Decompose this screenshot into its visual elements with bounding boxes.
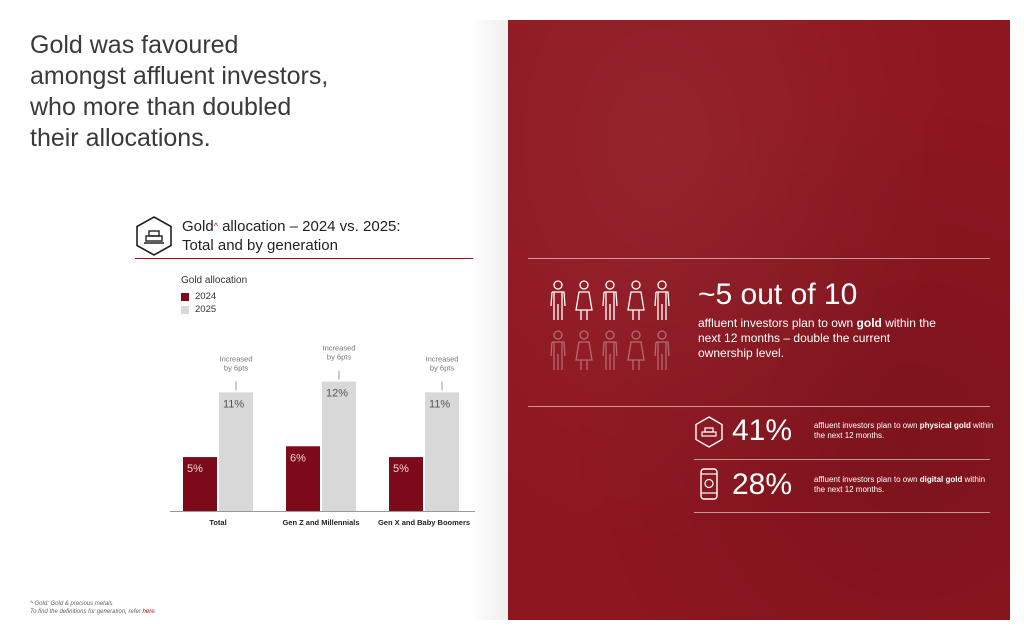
legend-swatch-2024 (181, 292, 189, 301)
increase-annotation: Increased (426, 354, 459, 363)
gold-bars-hexagon-icon (136, 216, 172, 256)
increase-annotation: Increased (323, 344, 356, 353)
chart-legend: Gold allocation 2024 2025 (181, 275, 247, 316)
stat-value: 41% (732, 414, 793, 447)
panel-divider (528, 258, 990, 259)
legend-item-2025: 2025 (181, 303, 247, 316)
panel-shadow (470, 20, 510, 620)
stat-description: affluent investors plan to own physical … (814, 421, 994, 440)
increase-annotation: Increased (220, 354, 253, 363)
mobile-phone-gold-icon (700, 468, 718, 500)
legend-swatch-2025 (181, 305, 189, 314)
bar-value-label: 12% (326, 388, 348, 400)
bar-2024 (183, 457, 217, 511)
footnote: ^ Gold: Gold & precious metals To find t… (30, 600, 156, 616)
person-icon-highlighted (550, 280, 566, 320)
category-label: Gen X and Baby Boomers (378, 518, 470, 527)
increase-annotation: by 6pts (224, 363, 248, 372)
gold-bars-hexagon-icon (695, 416, 723, 448)
definitions-link[interactable]: here (142, 609, 155, 615)
bar-2025 (425, 392, 459, 511)
bar-value-label: 11% (223, 398, 244, 410)
bar-value-label: 11% (429, 398, 450, 410)
footnote-gold-definition: ^ Gold: Gold & precious metals (30, 601, 113, 607)
bar-value-label: 5% (393, 463, 409, 475)
increase-annotation: by 6pts (327, 353, 351, 362)
legend-title: Gold allocation (181, 275, 248, 286)
person-icon-faded (654, 330, 670, 370)
bar-2024 (286, 446, 320, 511)
bar-2024 (389, 457, 423, 511)
legend-label-2025: 2025 (195, 304, 217, 315)
panel-divider (694, 459, 990, 460)
person-icon-highlighted (627, 280, 645, 320)
big-stat-description: affluent investors plan to own gold with… (698, 316, 936, 360)
big-stat: ~5 out of 10 (698, 278, 858, 311)
panel-divider (528, 406, 990, 407)
footnote-generation-note: To find the definitions for generation, … (30, 609, 157, 615)
person-icon-faded (575, 330, 593, 370)
bar-value-label: 5% (187, 463, 203, 475)
chart-title-rule (135, 258, 473, 259)
person-icon-faded (602, 330, 618, 370)
stat-physical-gold: 41% affluent investors plan to own physi… (694, 412, 994, 452)
people-icons (550, 280, 670, 370)
person-icon-faded (627, 330, 645, 370)
stats-panel: ~5 out of 10 affluent investors plan to … (508, 20, 1010, 620)
person-icon-highlighted (602, 280, 618, 320)
category-label: Total (209, 518, 226, 527)
stat-digital-gold: 28% affluent investors plan to own digit… (694, 466, 994, 506)
person-icon-highlighted (654, 280, 670, 320)
headline: Gold was favoured amongst affluent inves… (30, 31, 329, 152)
person-icon-faded (550, 330, 566, 370)
chart-title: Gold^ allocation – 2024 vs. 2025: Total … (182, 218, 401, 254)
bar-2025 (322, 381, 356, 511)
increase-annotation: by 6pts (430, 363, 454, 372)
category-label: Gen Z and Millennials (282, 518, 359, 527)
person-icon-highlighted (575, 280, 593, 320)
legend-label-2024: 2024 (195, 291, 217, 302)
panel-divider (694, 512, 990, 513)
bar-2025 (219, 392, 253, 511)
bar-value-label: 6% (290, 452, 306, 464)
stat-description: affluent investors plan to own digital g… (814, 475, 986, 494)
legend-item-2024: 2024 (181, 290, 247, 303)
stat-value: 28% (732, 468, 793, 501)
